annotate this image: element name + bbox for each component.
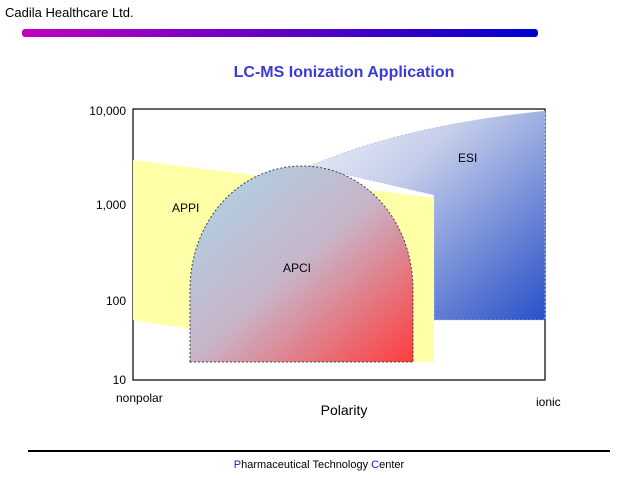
footer-c: C (371, 459, 380, 471)
apci-label: APCI (283, 261, 311, 275)
x-axis-title: Polarity (321, 402, 368, 418)
footer-divider (28, 450, 610, 452)
x-right-label: ionic (536, 395, 561, 409)
footer-end: enter (379, 459, 405, 471)
y-tick-label: 10 (113, 373, 127, 387)
y-tick-label: 100 (106, 294, 126, 308)
apci-region (189, 165, 414, 363)
footer-text: Pharmaceutical Technology Center (0, 459, 638, 471)
company-name: Cadila Healthcare Ltd. (5, 5, 134, 20)
y-tick-label: 10,000 (89, 104, 126, 118)
footer-middle: harmaceutical Technology (241, 459, 372, 471)
y-tick-label: 1,000 (96, 198, 126, 212)
esi-label: ESI (458, 151, 477, 165)
footer-p: P (233, 459, 242, 471)
x-left-label: nonpolar (116, 391, 163, 405)
esi-region (308, 110, 546, 321)
appi-label: APPI (172, 201, 199, 215)
header-bar (22, 29, 538, 37)
slide-title: LC-MS Ionization Application (233, 64, 455, 81)
